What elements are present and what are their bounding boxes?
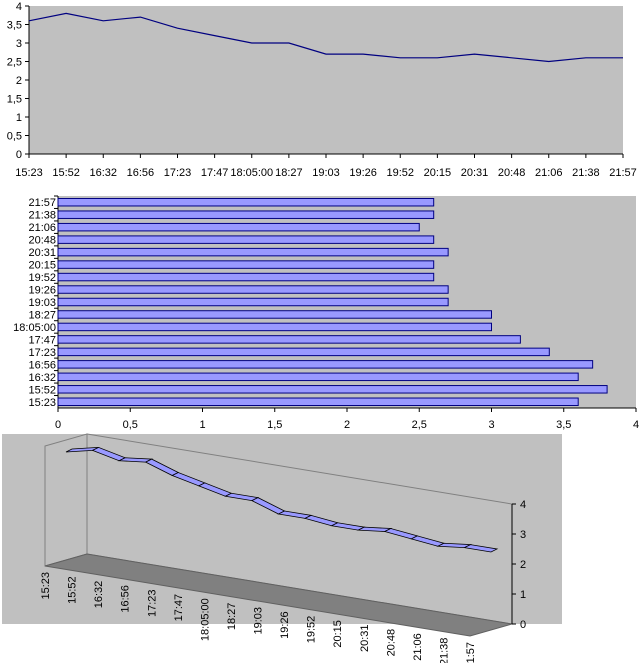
bar bbox=[57, 260, 435, 269]
bar-y-tick-label: 19:52 bbox=[28, 272, 56, 284]
line-y-tick-label: 1 bbox=[16, 112, 22, 124]
3d-x-tick-label: 18:27 bbox=[226, 603, 238, 631]
line-y-tick-label: 4 bbox=[16, 1, 22, 13]
bar-x-tick-label: 3,5 bbox=[556, 419, 571, 431]
line-x-tick-label: 21:38 bbox=[572, 167, 600, 179]
bar-y-tick-label: 20:15 bbox=[28, 260, 56, 272]
3d-x-tick-label: 21:06 bbox=[412, 633, 424, 661]
3d-z-tick-label: 4 bbox=[520, 499, 526, 511]
3d-x-tick-label: 15:23 bbox=[40, 572, 52, 600]
bar bbox=[57, 372, 579, 382]
line-x-tick-label: 20:15 bbox=[424, 167, 452, 179]
line-plot-area bbox=[29, 6, 623, 154]
bar-y-tick-label: 20:31 bbox=[28, 247, 56, 259]
line-series bbox=[28, 12, 623, 63]
bar-y-tick-label: 17:23 bbox=[28, 347, 56, 359]
line-x-tick-label: 15:52 bbox=[52, 167, 80, 179]
3d-x-tick-label: 17:47 bbox=[173, 594, 185, 622]
3d-x-tick-label: 16:56 bbox=[120, 585, 132, 613]
bar-y-tick-label: 21:57 bbox=[28, 197, 56, 209]
bar-y-tick-label: 21:38 bbox=[28, 210, 56, 222]
bar-y-tick-label: 16:56 bbox=[28, 359, 56, 371]
bar bbox=[57, 297, 449, 307]
bar bbox=[57, 197, 435, 207]
line-x-tick-label: 19:03 bbox=[312, 167, 340, 179]
3d-x-tick-label: 19:03 bbox=[253, 607, 265, 635]
line-x-tick-label: 16:56 bbox=[127, 167, 155, 179]
3d-x-tick-label: 19:26 bbox=[279, 611, 291, 639]
bar-y-tick-label: 15:52 bbox=[28, 384, 56, 396]
bar-y-tick-label: 20:48 bbox=[28, 235, 56, 247]
line-x-tick-label: 17:23 bbox=[164, 167, 192, 179]
bar-x-tick-label: 0 bbox=[55, 419, 61, 431]
line-y-tick-label: 3 bbox=[16, 38, 22, 50]
bar-y-tick-label: 19:26 bbox=[28, 285, 56, 297]
line-x-tick-label: 21:57 bbox=[609, 167, 637, 179]
3d-x-tick-label: 20:48 bbox=[385, 629, 397, 657]
3d-x-tick-label: 20:15 bbox=[332, 620, 344, 648]
3d-x-tick-label: 21:38 bbox=[438, 638, 450, 663]
bar bbox=[57, 272, 435, 282]
bar-x-tick-label: 2 bbox=[344, 419, 350, 431]
line-x-tick-label: 19:52 bbox=[386, 167, 414, 179]
bar-x-tick-label: 4 bbox=[633, 419, 639, 431]
3d-z-tick-label: 3 bbox=[520, 529, 526, 541]
bar bbox=[57, 347, 550, 357]
bar-y-tick-label: 19:03 bbox=[28, 297, 56, 309]
bar bbox=[57, 235, 435, 244]
bar-y-tick-label: 21:06 bbox=[28, 222, 56, 234]
bar bbox=[57, 210, 435, 219]
bar bbox=[57, 310, 492, 319]
3d-z-tick-label: 1 bbox=[520, 589, 526, 601]
line-x-tick-label: 18:27 bbox=[275, 167, 303, 179]
bar-y-tick-label: 18:27 bbox=[28, 309, 56, 321]
bar bbox=[57, 335, 521, 344]
bar bbox=[57, 397, 579, 407]
line-y-tick-label: 0 bbox=[16, 149, 22, 161]
line-y-tick-label: 0,5 bbox=[7, 131, 22, 143]
line-x-tick-label: 15:23 bbox=[15, 167, 43, 179]
bar-x-tick-label: 1 bbox=[199, 419, 205, 431]
bar-x-tick-label: 2,5 bbox=[412, 419, 427, 431]
bar bbox=[57, 385, 608, 394]
3d-x-tick-label: 18:05:00 bbox=[199, 598, 211, 641]
3d-ribbon-segment bbox=[463, 544, 499, 553]
bar bbox=[57, 247, 449, 257]
line-x-tick-label: 20:48 bbox=[498, 167, 526, 179]
bar bbox=[57, 360, 594, 369]
bar-y-tick-label: 15:23 bbox=[28, 397, 56, 409]
bar-x-tick-label: 3 bbox=[488, 419, 494, 431]
line-x-tick-label: 21:06 bbox=[535, 167, 563, 179]
bar bbox=[57, 322, 492, 332]
3d-z-tick-label: 2 bbox=[520, 559, 526, 571]
bar-y-tick-label: 16:32 bbox=[28, 372, 56, 384]
bar bbox=[57, 222, 420, 232]
line-x-tick-label: 20:31 bbox=[461, 167, 489, 179]
3d-x-tick-label: 20:31 bbox=[359, 625, 371, 653]
3d-x-tick-label: 17:23 bbox=[146, 590, 158, 618]
line-x-tick-label: 18:05:00 bbox=[230, 167, 273, 179]
line-x-tick-label: 19:26 bbox=[349, 167, 377, 179]
3d-z-tick-label: 0 bbox=[520, 619, 526, 631]
bar bbox=[57, 285, 449, 294]
line-y-tick-label: 1,5 bbox=[7, 94, 22, 106]
3d-side-wall bbox=[44, 433, 88, 567]
3d-x-tick-label: 19:52 bbox=[306, 616, 318, 644]
bar-y-tick-label: 17:47 bbox=[28, 334, 56, 346]
3d-x-tick-label: 16:32 bbox=[93, 581, 105, 609]
3d-x-tick-label: 15:52 bbox=[67, 576, 79, 604]
3d-x-tick-label: 21:57 bbox=[465, 642, 477, 663]
bar-x-tick-label: 1,5 bbox=[267, 419, 282, 431]
line-y-tick-label: 2,5 bbox=[7, 57, 22, 69]
line-y-tick-label: 2 bbox=[16, 75, 22, 87]
bar-x-tick-label: 0,5 bbox=[123, 419, 138, 431]
line-x-tick-label: 16:32 bbox=[89, 167, 117, 179]
line-x-tick-label: 17:47 bbox=[201, 167, 229, 179]
line-y-tick-label: 3,5 bbox=[7, 20, 22, 32]
bar-y-tick-label: 18:05:00 bbox=[13, 322, 56, 334]
